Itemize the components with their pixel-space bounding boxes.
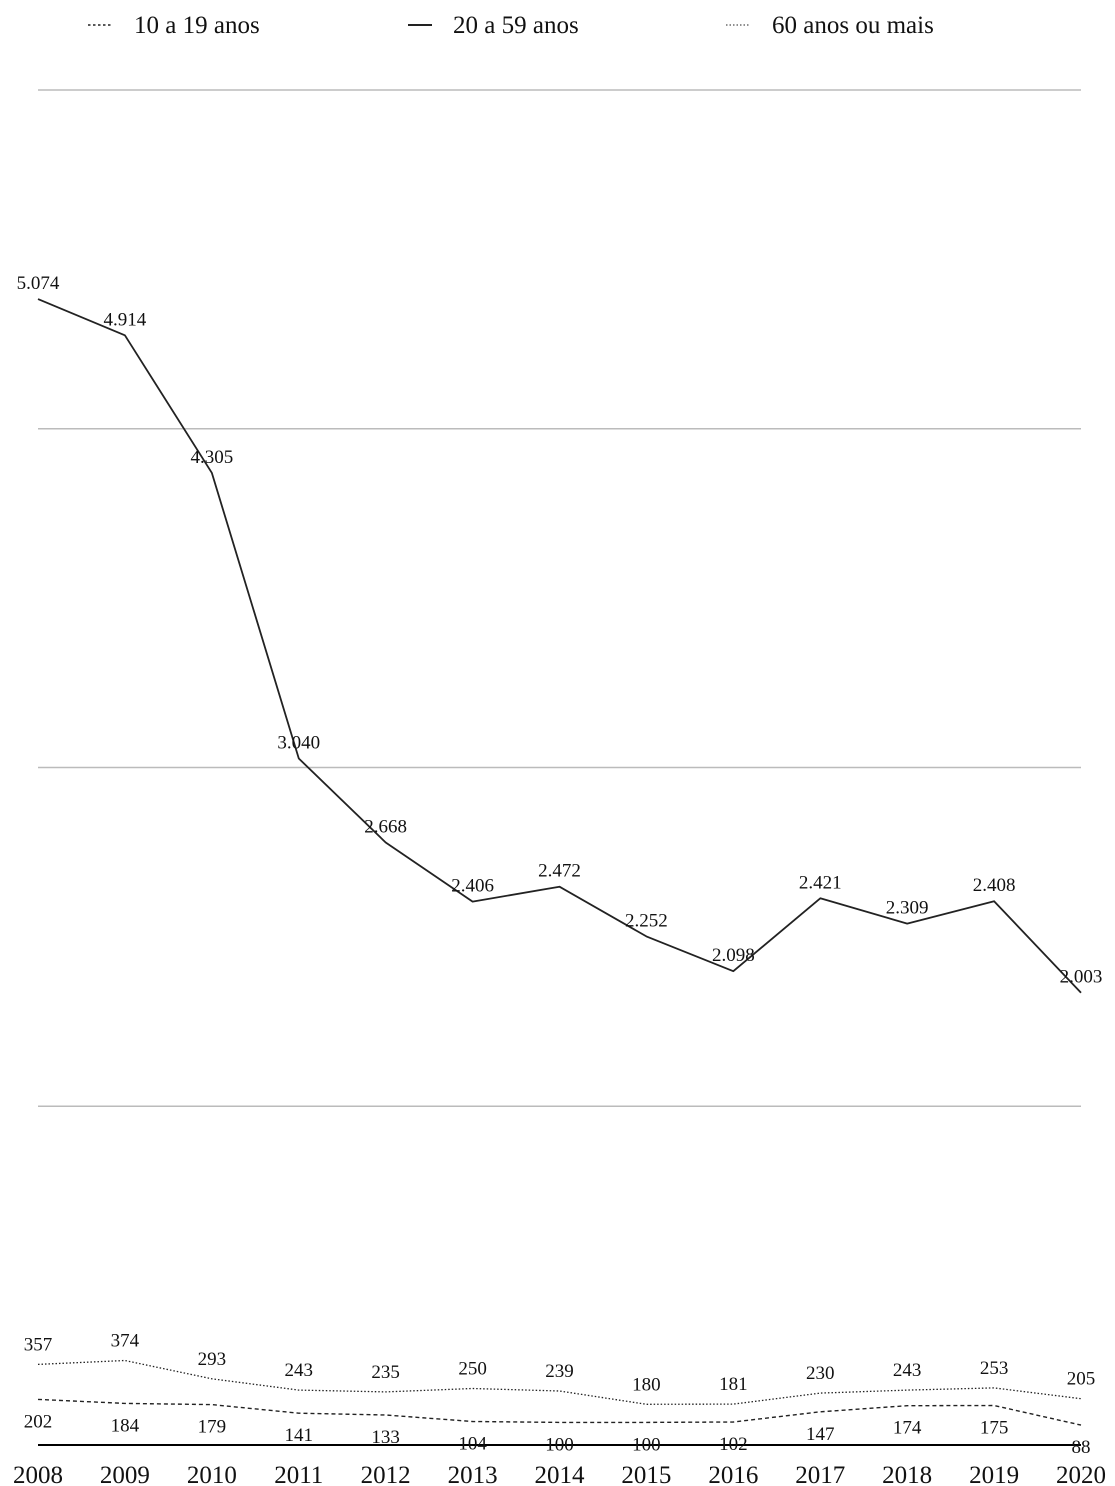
chart-legend: 10 a 19 anos 20 a 59 anos 60 anos ou mai…: [88, 12, 934, 39]
x-axis-ticks: 2008 2009 2010 2011 2012 2013 2014 2015 2016 2017…: [13, 1462, 1106, 1486]
data-label: 2.309: [886, 898, 929, 919]
data-label: 175: [980, 1417, 1009, 1438]
data-label: 147: [806, 1424, 835, 1445]
data-label: 2.003: [1060, 967, 1103, 988]
data-label: 205: [1067, 1369, 1096, 1390]
x-tick-label: 2008: [13, 1462, 63, 1486]
data-label: 179: [198, 1417, 227, 1438]
data-label: 102: [719, 1434, 748, 1455]
x-tick-label: 2010: [187, 1462, 237, 1486]
data-label: 239: [545, 1361, 574, 1382]
gridlines: [38, 89, 1081, 1107]
x-tick-label: 2014: [535, 1462, 586, 1486]
x-tick-label: 2016: [708, 1462, 758, 1486]
legend-label-10-a-19: 10 a 19 anos: [134, 12, 260, 39]
data-label: 180: [632, 1374, 661, 1395]
x-tick-label: 2013: [448, 1462, 498, 1486]
data-label: 230: [806, 1363, 835, 1384]
series-line-1: [37, 298, 1082, 994]
data-label: 3.040: [277, 732, 320, 753]
data-label: 4.914: [104, 309, 147, 330]
data-label: 4.305: [190, 447, 233, 468]
data-label: 253: [980, 1358, 1009, 1379]
legend-item-60-ou-mais: 60 anos ou mais: [726, 12, 934, 39]
data-label: 2.472: [538, 861, 581, 882]
data-label: 250: [458, 1359, 487, 1380]
series-lines: [37, 298, 1082, 1426]
data-label: 5.074: [17, 273, 60, 294]
data-label: 2.408: [973, 875, 1016, 896]
data-label: 100: [632, 1434, 661, 1455]
data-label: 2.098: [712, 945, 755, 966]
data-label: 2.421: [799, 872, 842, 893]
data-label: 174: [893, 1418, 922, 1439]
data-label: 184: [111, 1415, 140, 1436]
legend-label-20-a-59: 20 a 59 anos: [453, 12, 579, 39]
data-label: 202: [24, 1411, 53, 1432]
x-tick-label: 2017: [795, 1462, 845, 1486]
data-label: 133: [371, 1427, 400, 1448]
data-label: 104: [458, 1434, 487, 1455]
x-tick-label: 2015: [621, 1462, 671, 1486]
legend-item-10-a-19: 10 a 19 anos: [88, 12, 260, 39]
data-label: 2.406: [451, 876, 494, 897]
data-label: 243: [893, 1360, 922, 1381]
data-label: 100: [545, 1434, 574, 1455]
x-tick-label: 2018: [882, 1462, 932, 1486]
data-label: 357: [24, 1334, 53, 1355]
x-tick-label: 2009: [100, 1462, 150, 1486]
x-tick-label: 2020: [1056, 1462, 1106, 1486]
data-label: 2.252: [625, 910, 668, 931]
legend-item-20-a-59: 20 a 59 anos: [408, 12, 579, 39]
data-labels: 202 184 179 141 133 104 100 100 102 147 174 175 88 5.…: [17, 273, 1103, 1458]
data-label: 374: [111, 1331, 140, 1352]
x-tick-label: 2012: [361, 1462, 411, 1486]
data-label: 141: [285, 1425, 314, 1446]
series-line-2: [37, 1359, 1082, 1405]
legend-label-60-ou-mais: 60 anos ou mais: [772, 12, 934, 39]
data-label: 293: [198, 1349, 227, 1370]
series-line-0: [37, 1398, 1082, 1426]
data-label: 88: [1072, 1437, 1091, 1458]
data-label: 2.668: [364, 816, 407, 837]
data-label: 243: [285, 1360, 314, 1381]
x-tick-label: 2011: [274, 1462, 323, 1486]
x-tick-label: 2019: [969, 1462, 1019, 1486]
data-label: 181: [719, 1374, 748, 1395]
data-label: 235: [371, 1362, 400, 1383]
